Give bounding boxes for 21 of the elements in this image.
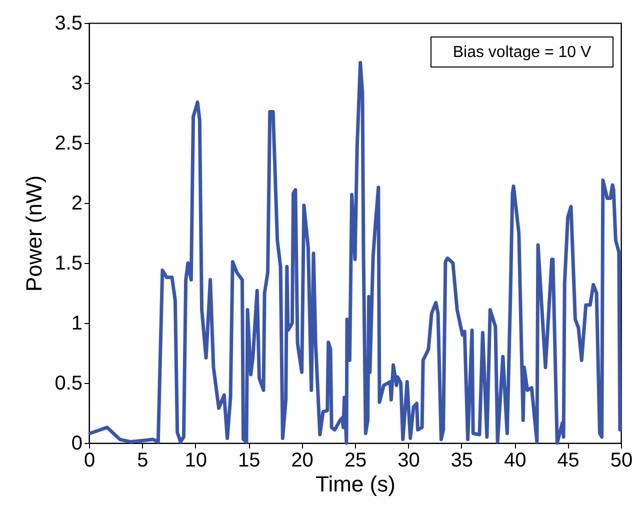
x-tick-label: 35	[450, 450, 474, 472]
x-tick-label: 25	[344, 450, 367, 472]
x-tick-label: 50	[610, 450, 633, 472]
y-tick-label: 3	[71, 72, 82, 94]
y-tick-label: 0.5	[54, 372, 82, 394]
y-tick-label: 1.5	[54, 252, 82, 274]
x-axis-title: Time (s)	[316, 472, 396, 496]
x-tick-label: 40	[504, 450, 526, 472]
y-tick-label: 1	[71, 312, 82, 334]
y-tick-label: 0	[71, 432, 82, 454]
y-tick-label: 3.5	[54, 12, 82, 34]
x-tick-label: 20	[291, 450, 314, 472]
y-tick-label: 2.5	[54, 132, 82, 154]
x-tick-label: 10	[184, 450, 208, 472]
x-tick-label: 15	[238, 450, 260, 472]
x-tick-label: 30	[398, 450, 420, 472]
y-tick-label: 2	[71, 192, 82, 214]
annotation: Bias voltage = 10 V	[452, 44, 592, 61]
x-tick-label: 45	[557, 450, 580, 472]
y-axis-title: Power (nW)	[22, 175, 47, 292]
x-tick-label: 5	[137, 450, 148, 472]
